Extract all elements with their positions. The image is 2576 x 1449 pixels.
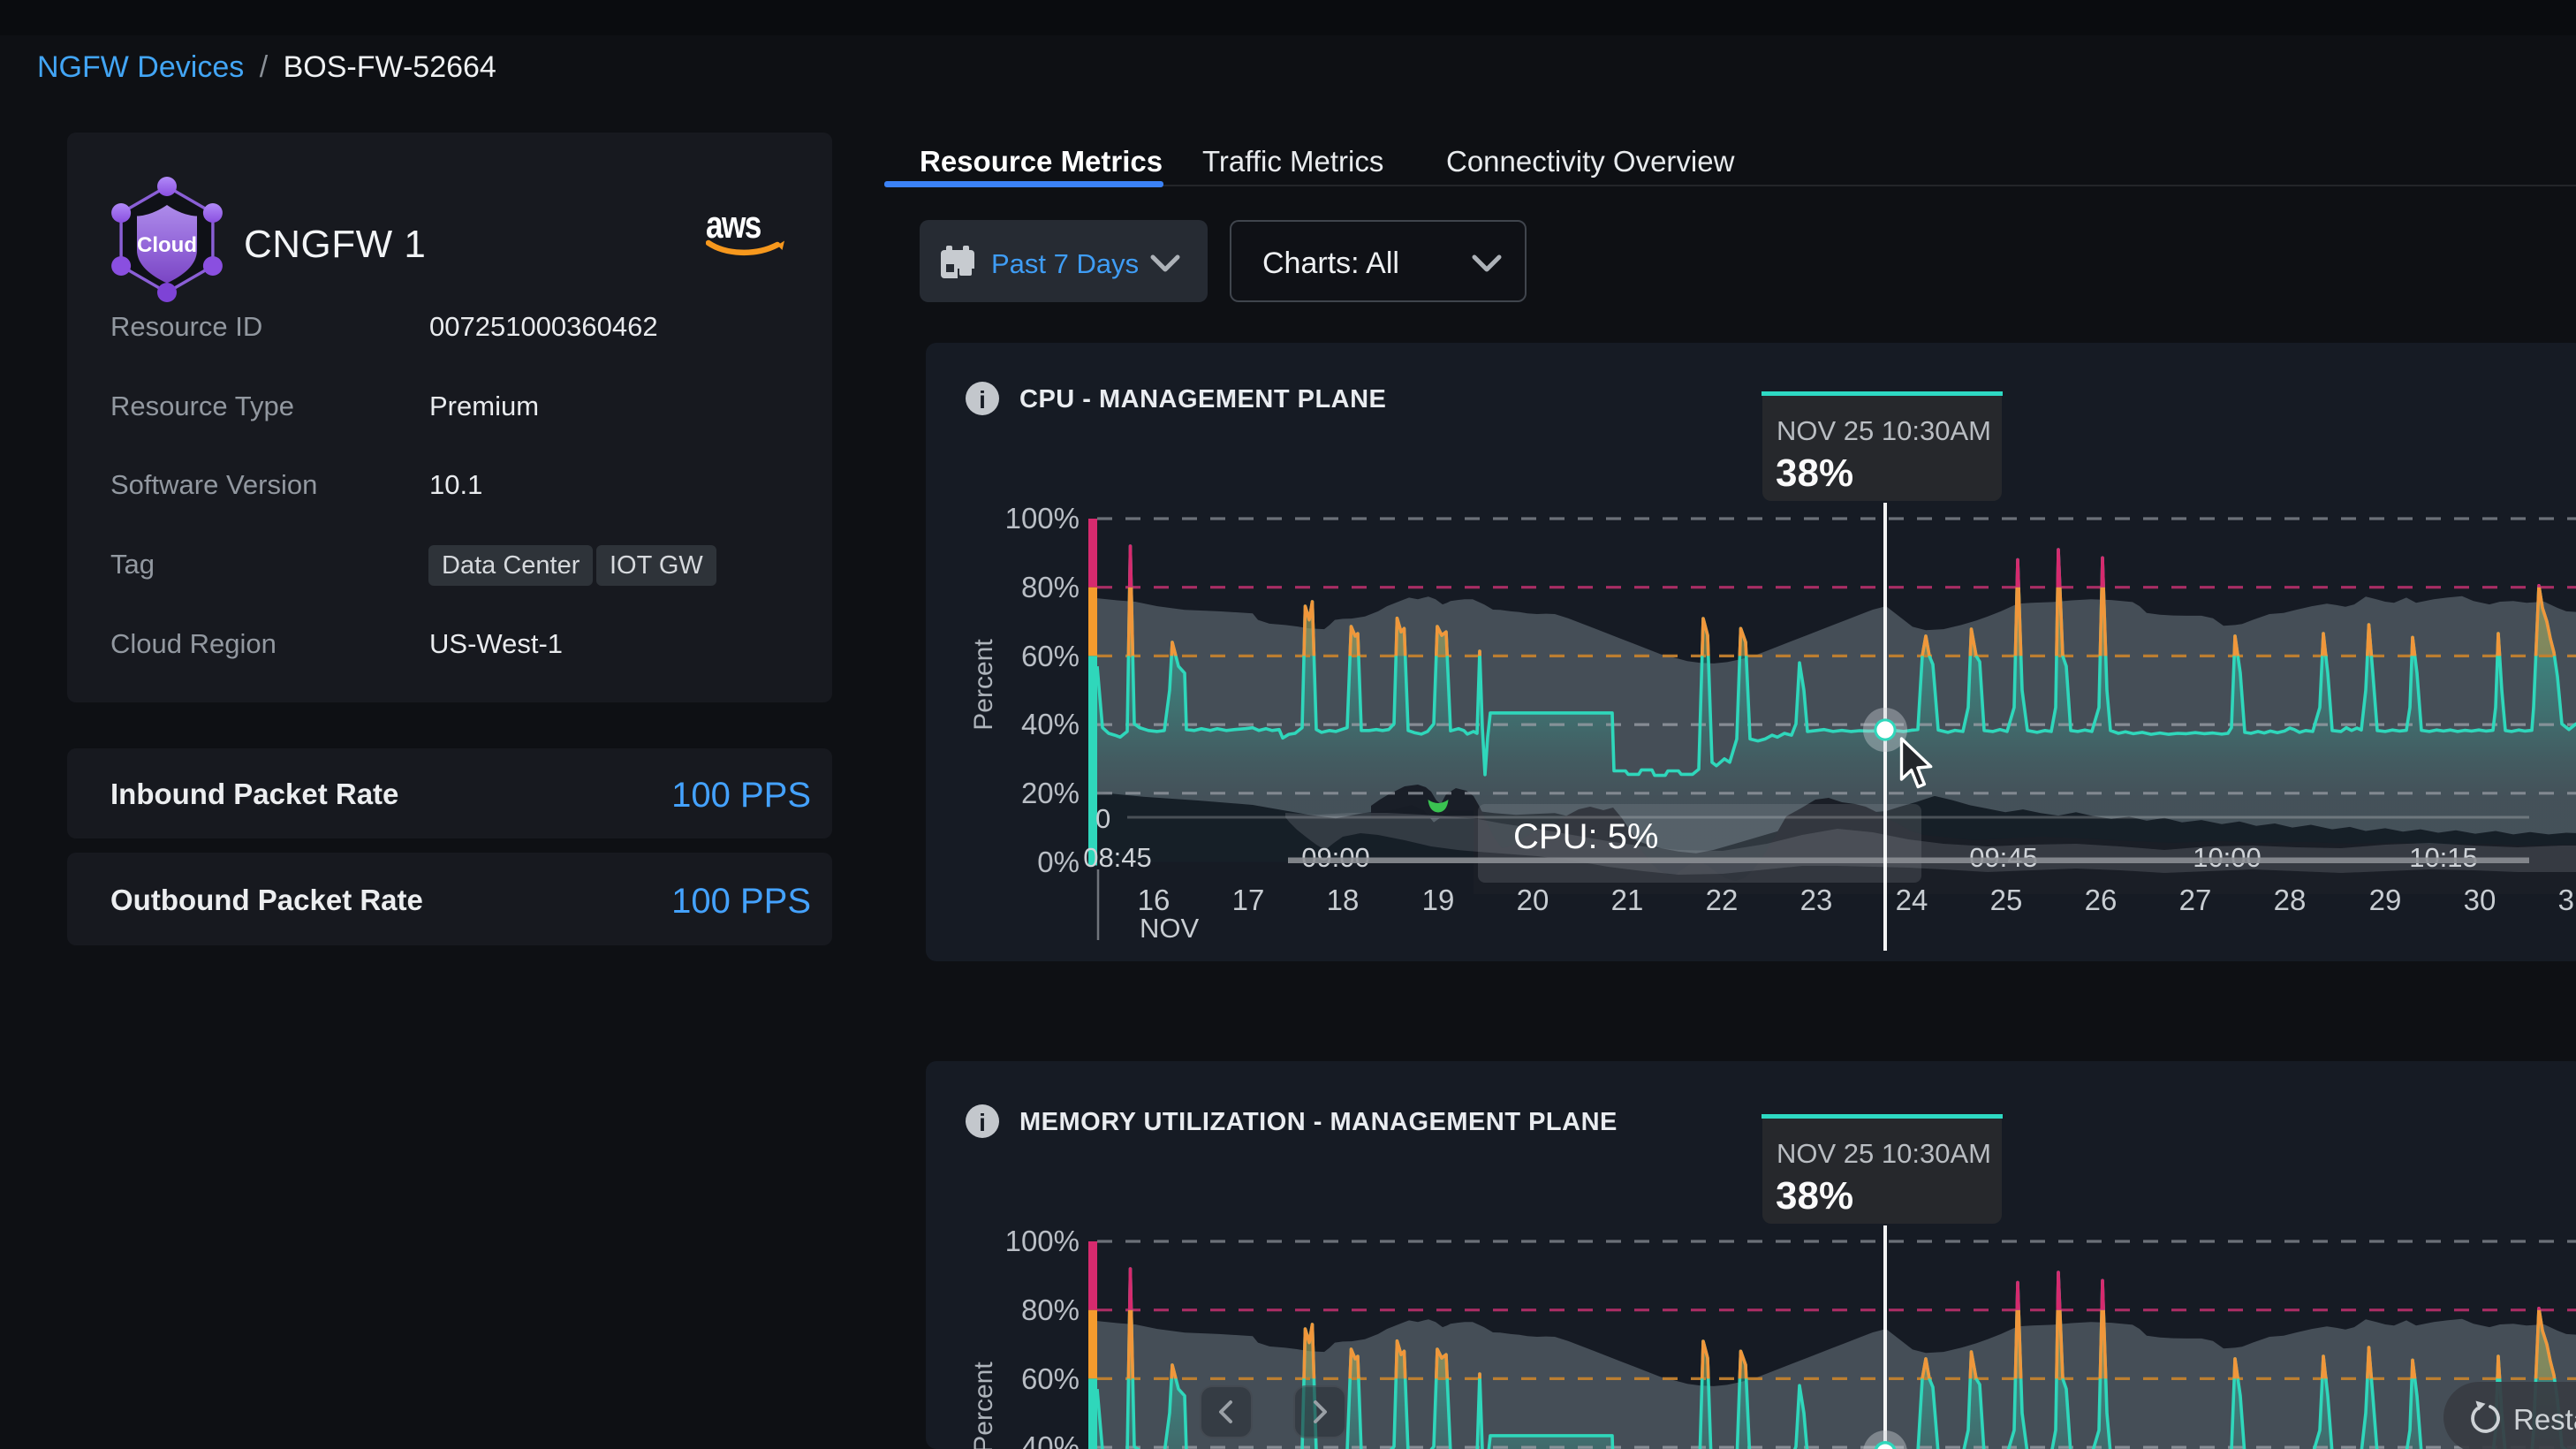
svg-text:Cloud: Cloud [137, 233, 197, 257]
svg-text:i: i [979, 1109, 986, 1136]
svg-text:17: 17 [1232, 884, 1265, 916]
svg-text:aws: aws [706, 207, 761, 247]
svg-text:22: 22 [1706, 884, 1739, 916]
svg-text:21: 21 [1611, 884, 1644, 916]
svg-text:26: 26 [2085, 884, 2118, 916]
svg-text:38%: 38% [1776, 451, 1853, 495]
svg-text:CPU: 5%: CPU: 5% [1513, 817, 1659, 856]
svg-text:29: 29 [2369, 884, 2402, 916]
svg-text:i: i [979, 386, 986, 413]
svg-text:16: 16 [1138, 884, 1171, 916]
svg-text:08:45: 08:45 [1083, 842, 1152, 873]
svg-text:100%: 100% [1005, 502, 1080, 535]
svg-text:40%: 40% [1021, 1430, 1080, 1449]
svg-text:19: 19 [1422, 884, 1455, 916]
svg-text:0%: 0% [1037, 846, 1080, 878]
svg-text:30: 30 [2464, 884, 2496, 916]
svg-text:100%: 100% [1005, 1225, 1080, 1257]
svg-text:20%: 20% [1021, 777, 1080, 809]
svg-text:MEMORY UTILIZATION - MANAGEMEN: MEMORY UTILIZATION - MANAGEMENT PLANE [1019, 1108, 1618, 1136]
svg-text:0: 0 [1095, 803, 1110, 834]
svg-text:25: 25 [1990, 884, 2023, 916]
svg-text:CPU - MANAGEMENT PLANE: CPU - MANAGEMENT PLANE [1019, 385, 1386, 413]
svg-text:80%: 80% [1021, 571, 1080, 603]
svg-text:23: 23 [1800, 884, 1833, 916]
svg-text:24: 24 [1896, 884, 1928, 916]
svg-text:28: 28 [2274, 884, 2307, 916]
svg-text:NOV 25 10:30AM: NOV 25 10:30AM [1777, 415, 1991, 446]
svg-text:20: 20 [1517, 884, 1549, 916]
svg-text:80%: 80% [1021, 1293, 1080, 1326]
svg-text:60%: 60% [1021, 1362, 1080, 1395]
svg-text:Percent: Percent [969, 639, 998, 731]
svg-text:31: 31 [2558, 884, 2576, 916]
svg-text:27: 27 [2179, 884, 2212, 916]
svg-text:18: 18 [1327, 884, 1360, 916]
svg-text:NOV 25 10:30AM: NOV 25 10:30AM [1777, 1138, 1991, 1169]
svg-text:60%: 60% [1021, 640, 1080, 672]
svg-text:NOV: NOV [1140, 913, 1200, 944]
svg-text:Percent: Percent [969, 1362, 998, 1449]
svg-text:40%: 40% [1021, 708, 1080, 740]
svg-text:38%: 38% [1776, 1174, 1853, 1218]
